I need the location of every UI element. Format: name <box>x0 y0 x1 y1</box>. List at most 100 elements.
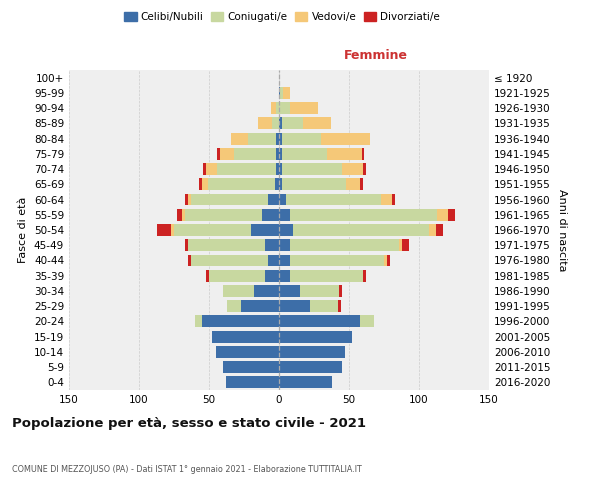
Bar <box>402 240 409 251</box>
Text: COMUNE DI MEZZOJUSO (PA) - Dati ISTAT 1° gennaio 2021 - Elaborazione TUTTITALIA.: COMUNE DI MEZZOJUSO (PA) - Dati ISTAT 1°… <box>12 466 362 474</box>
Bar <box>185 240 188 251</box>
Bar <box>346 178 360 190</box>
Bar <box>202 178 208 190</box>
Bar <box>282 148 326 160</box>
Bar <box>290 240 400 251</box>
Bar <box>279 346 345 358</box>
Bar <box>279 163 282 175</box>
Bar <box>279 316 360 328</box>
Bar <box>188 194 191 205</box>
Bar <box>212 330 279 342</box>
Bar <box>326 148 362 160</box>
Bar <box>220 148 234 160</box>
Bar <box>279 194 286 205</box>
Bar <box>381 194 392 205</box>
Bar <box>174 224 251 236</box>
Bar <box>206 163 217 175</box>
Bar <box>279 300 310 312</box>
Bar <box>279 285 300 297</box>
Bar <box>290 254 384 266</box>
Bar <box>339 285 342 297</box>
Bar <box>321 132 370 144</box>
Bar <box>248 132 276 144</box>
Bar <box>268 194 279 205</box>
Y-axis label: Fasce di età: Fasce di età <box>19 197 28 263</box>
Bar <box>217 163 276 175</box>
Bar <box>276 163 279 175</box>
Bar <box>279 102 290 114</box>
Bar <box>185 209 262 220</box>
Bar <box>195 316 202 328</box>
Bar <box>279 148 282 160</box>
Bar <box>241 300 279 312</box>
Text: Popolazione per età, sesso e stato civile - 2021: Popolazione per età, sesso e stato civil… <box>12 418 366 430</box>
Bar <box>203 163 206 175</box>
Bar <box>303 118 331 130</box>
Bar <box>392 194 395 205</box>
Y-axis label: Anni di nascita: Anni di nascita <box>557 188 567 271</box>
Bar <box>265 240 279 251</box>
Bar <box>279 118 282 130</box>
Bar <box>279 132 282 144</box>
Bar <box>362 148 364 160</box>
Bar <box>275 178 279 190</box>
Bar <box>279 240 290 251</box>
Bar <box>342 163 363 175</box>
Bar <box>360 316 374 328</box>
Bar <box>276 102 279 114</box>
Bar <box>276 148 279 160</box>
Bar <box>191 194 268 205</box>
Bar <box>279 270 290 281</box>
Bar <box>188 240 265 251</box>
Bar <box>363 163 366 175</box>
Bar <box>280 87 283 99</box>
Bar <box>437 209 448 220</box>
Bar <box>279 87 280 99</box>
Bar <box>429 224 436 236</box>
Bar <box>217 148 220 160</box>
Bar <box>272 118 279 130</box>
Bar <box>251 224 279 236</box>
Bar <box>279 224 293 236</box>
Bar <box>286 194 381 205</box>
Bar <box>448 209 455 220</box>
Bar <box>387 254 389 266</box>
Bar <box>234 148 276 160</box>
Bar <box>282 132 321 144</box>
Bar <box>191 254 268 266</box>
Bar <box>199 178 202 190</box>
Bar <box>400 240 402 251</box>
Bar <box>262 209 279 220</box>
Bar <box>188 254 191 266</box>
Bar <box>279 178 282 190</box>
Bar <box>265 270 279 281</box>
Bar <box>279 330 352 342</box>
Legend: Celibi/Nubili, Coniugati/e, Vedovi/e, Divorziati/e: Celibi/Nubili, Coniugati/e, Vedovi/e, Di… <box>120 8 444 26</box>
Bar <box>276 132 279 144</box>
Bar <box>268 254 279 266</box>
Bar <box>254 285 279 297</box>
Bar <box>290 102 318 114</box>
Bar <box>209 270 265 281</box>
Bar <box>282 163 342 175</box>
Bar <box>338 300 341 312</box>
Bar <box>436 224 443 236</box>
Bar <box>258 118 272 130</box>
Bar <box>202 316 279 328</box>
Bar <box>282 178 346 190</box>
Bar <box>223 361 279 373</box>
Bar <box>271 102 276 114</box>
Bar <box>226 376 279 388</box>
Bar <box>282 118 303 130</box>
Bar <box>300 285 339 297</box>
Bar <box>290 209 437 220</box>
Bar <box>177 209 182 220</box>
Bar <box>384 254 387 266</box>
Bar <box>279 361 342 373</box>
Bar <box>206 270 209 281</box>
Bar <box>227 300 241 312</box>
Bar <box>279 209 290 220</box>
Bar <box>185 194 188 205</box>
Bar <box>310 300 338 312</box>
Bar <box>232 132 248 144</box>
